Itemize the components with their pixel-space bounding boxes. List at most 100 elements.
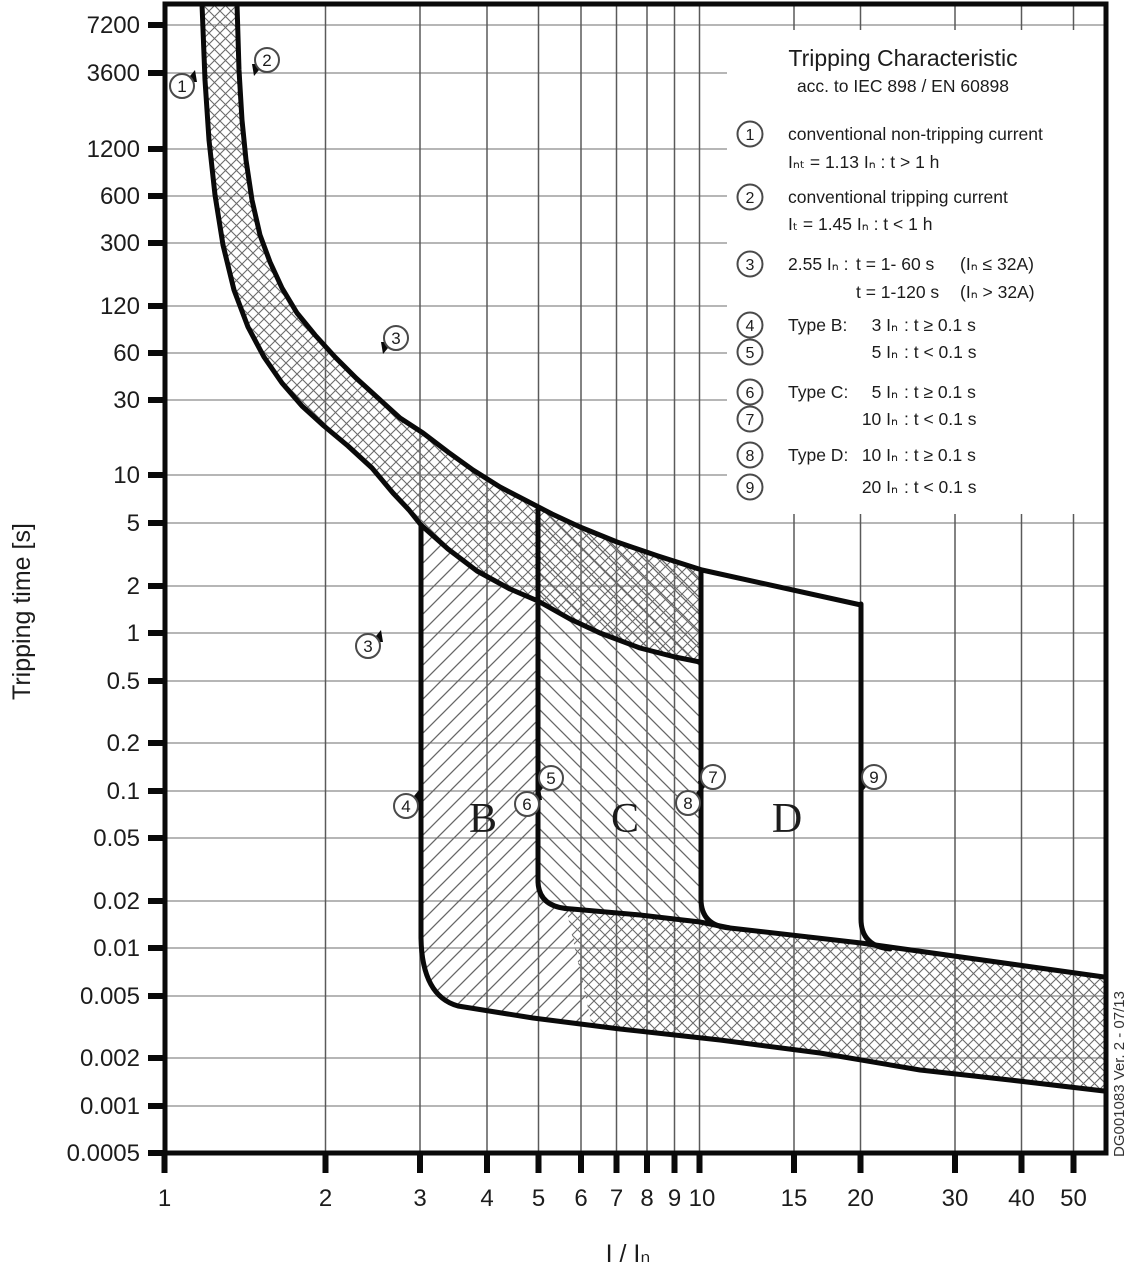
marker-circle [383, 325, 409, 351]
y-tick-label: 600 [100, 183, 140, 210]
legend-text: : t < 0.1 s [904, 342, 977, 362]
legend-number: 1 [746, 127, 755, 144]
legend-text: Type D: [788, 445, 848, 465]
marker-circle [675, 790, 701, 816]
legend-number-circle [736, 473, 764, 501]
legend-text: Type C: [788, 382, 848, 402]
marker-4: 4 [393, 790, 421, 819]
legend-number: 2 [746, 190, 755, 207]
marker-1: 1 [169, 70, 197, 99]
marker-9: 9 [859, 764, 887, 793]
legend-text: Iₜ = 1.45 Iₙ : t < 1 h [788, 214, 932, 234]
region-label-d: D [772, 796, 802, 842]
legend-text: (Iₙ > 32A) [960, 282, 1035, 302]
plot-border [162, 1, 1109, 1156]
y-tick-label: 60 [113, 340, 140, 367]
y-tick-labels: 7200 3600 1200 600 300 120 60 30 10 5 2 … [67, 12, 140, 1167]
marker-circle [393, 793, 419, 819]
legend-number: 3 [746, 257, 755, 274]
x-tick-label: 30 [942, 1185, 969, 1212]
x-tick-label: 3 [413, 1185, 426, 1212]
y-tick-label: 0.2 [107, 730, 140, 757]
marker-3-lower: 3 [355, 630, 383, 659]
marker-3-upper: 3 [381, 325, 409, 354]
legend-item-1: 1 conventional non-tripping current Iₙₜ … [736, 120, 1043, 172]
legend: Tripping Characteristic acc. to IEC 898 … [736, 45, 1043, 501]
legend-text: (Iₙ ≤ 32A) [960, 254, 1034, 274]
legend-number: 6 [746, 385, 755, 402]
x-tick-label: 6 [574, 1185, 587, 1212]
y-tick-label: 0.001 [80, 1093, 140, 1120]
legend-text: t = 1-120 s [856, 282, 939, 302]
marker-number: 1 [177, 77, 186, 96]
y-tick-label: 30 [113, 387, 140, 414]
y-tick-label: 2 [127, 573, 140, 600]
region-b-fill [421, 525, 592, 1026]
legend-text: 5 Iₙ [872, 382, 898, 402]
legend-text: 5 Iₙ [872, 342, 898, 362]
legend-number-circle [736, 441, 764, 469]
x-tick-label: 1 [158, 1185, 171, 1212]
legend-text: Type B: [788, 315, 847, 335]
y-tick-label: 0.005 [80, 983, 140, 1010]
limit-3in-and-bottom-curve [418, 522, 1107, 1094]
legend-text: conventional tripping current [788, 187, 1008, 207]
marker-circle [355, 633, 381, 659]
legend-text: : t < 0.1 s [904, 409, 977, 429]
instantaneous-band-fill [566, 908, 1104, 1090]
y-tick-label: 1 [127, 620, 140, 647]
marker-number: 7 [708, 768, 717, 787]
thermal-upper-limit-curve [234, 1, 864, 608]
region-label-c: C [611, 796, 639, 842]
legend-text: 3 Iₙ [872, 315, 898, 335]
marker-circle [861, 764, 887, 790]
region-label-b: B [469, 796, 497, 842]
legend-text: : t < 0.1 s [904, 477, 977, 497]
marker-circle [514, 791, 540, 817]
y-tick-label: 0.05 [93, 825, 140, 852]
region-c-fill [538, 512, 729, 928]
x-tick-label: 40 [1008, 1185, 1035, 1212]
region-labels: B C D [469, 796, 802, 842]
x-tick-label: 8 [640, 1185, 653, 1212]
marker-2: 2 [252, 47, 280, 76]
y-tick-label: 0.002 [80, 1045, 140, 1072]
marker-circle [700, 764, 726, 790]
characteristic-curves [199, 1, 1107, 1094]
hatched-regions [202, 4, 1104, 1090]
y-tick-label: 0.01 [93, 935, 140, 962]
legend-item-6: 6 Type C: 5 Iₙ : t ≥ 0.1 s [736, 378, 976, 406]
marker-number: 6 [522, 795, 531, 814]
legend-number: 4 [746, 318, 755, 335]
legend-text: 20 Iₙ [862, 477, 898, 497]
legend-number: 7 [746, 412, 755, 429]
limit-20in-line [858, 601, 893, 952]
marker-circle [169, 73, 195, 99]
y-tick-label: 1200 [87, 136, 140, 163]
legend-number-circle [736, 338, 764, 366]
y-tick-label: 7200 [87, 12, 140, 39]
legend-number: 9 [746, 480, 755, 497]
legend-number-circle [736, 378, 764, 406]
chart-markers: 1 2 3 3 4 5 6 [169, 47, 887, 819]
limit-10in-line [698, 567, 733, 931]
x-tick-label: 20 [847, 1185, 874, 1212]
legend-item-3: 3 2.55 Iₙ : t = 1- 60 s (Iₙ ≤ 32A) t = 1… [736, 250, 1035, 302]
marker-number: 5 [546, 769, 555, 788]
legend-number-circle [736, 120, 764, 148]
legend-subtitle: acc. to IEC 898 / EN 60898 [797, 76, 1009, 96]
legend-item-4: 4 Type B: 3 Iₙ : t ≥ 0.1 s [736, 311, 976, 339]
x-tick-label: 9 [668, 1185, 681, 1212]
x-axis-title: I / Iₙ [606, 1240, 651, 1268]
y-tick-label: 0.02 [93, 888, 140, 915]
legend-panel [727, 30, 1104, 514]
legend-text: : t ≥ 0.1 s [904, 445, 976, 465]
legend-text: 2.55 Iₙ : [788, 254, 848, 274]
thermal-lower-limit-curve [199, 1, 703, 665]
marker-8: 8 [675, 787, 703, 816]
legend-text: : t ≥ 0.1 s [904, 382, 976, 402]
y-tick-label: 120 [100, 293, 140, 320]
y-tick-label: 0.1 [107, 778, 140, 805]
y-tick-label: 5 [127, 510, 140, 537]
